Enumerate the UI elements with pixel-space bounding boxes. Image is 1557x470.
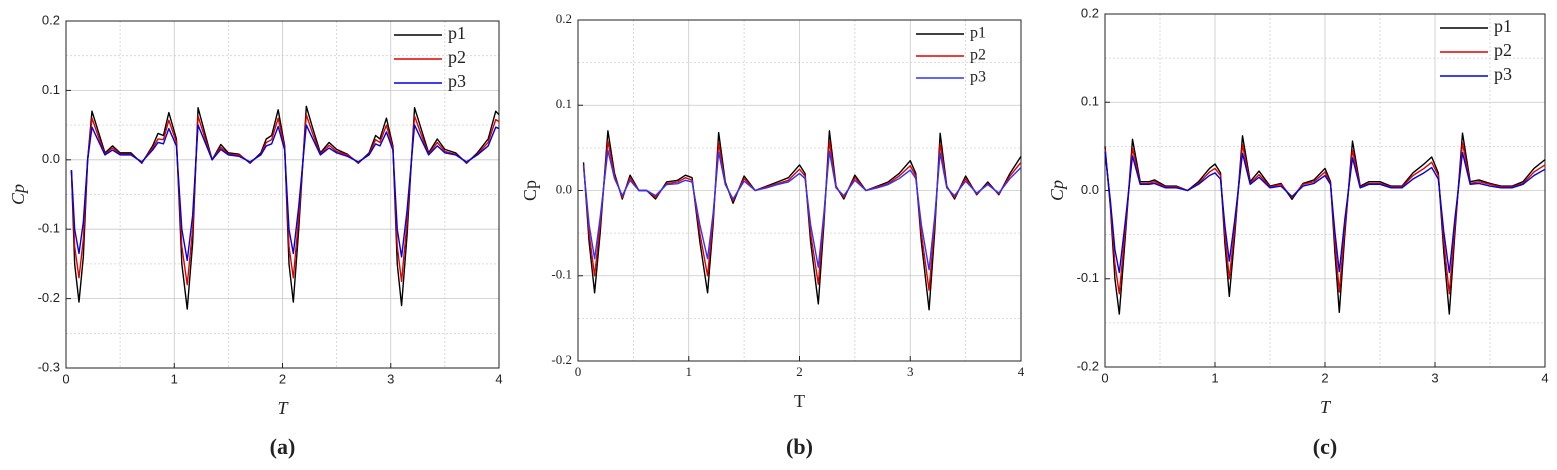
x-tick-label: 3 (387, 371, 394, 386)
chart-panel: 0 1 2 3 4 -0.2 -0.1 0.0 0.1 0.2 p1 p2 p3 T Cp (c) (1047, 5, 1548, 459)
data-line (582, 149, 1022, 271)
y-tick-label: -0.2 (551, 352, 572, 367)
x-tick-label: 0 (62, 371, 69, 386)
x-tick-label: 2 (279, 371, 286, 386)
y-tick-label: 0.2 (556, 11, 572, 26)
x-tick-label: 3 (1431, 370, 1438, 385)
caption: (a) (270, 434, 296, 459)
chart-panel: 0 1 2 3 4 -0.3 -0.2 -0.1 0.0 0.1 0.2 p1 p2 p3 T Cp (a) (8, 12, 502, 459)
x-tick-label: 3 (907, 364, 914, 379)
y-tick-label: 0.0 (42, 151, 60, 166)
y-tick-label: -0.3 (38, 359, 60, 374)
plot-frame (1104, 13, 1546, 368)
plot-frame (65, 20, 500, 369)
x-tick-label: 0 (575, 364, 582, 379)
y-tick-label: 0.0 (556, 181, 572, 196)
y-tick-label: 0.1 (42, 82, 60, 97)
x-tick-label: 4 (1018, 364, 1025, 379)
y-axis-title: Cp (8, 184, 28, 205)
legend-label: p3 (970, 69, 986, 86)
data-line (1104, 151, 1546, 274)
x-tick-label: 4 (495, 371, 502, 386)
y-tick-label: 0.2 (1081, 5, 1099, 20)
legend-label: p1 (448, 23, 466, 43)
x-tick-label: 4 (1541, 370, 1548, 385)
legend-label: p2 (448, 47, 466, 67)
y-tick-label: -0.2 (38, 290, 60, 305)
x-axis-title: T (277, 398, 289, 418)
data-line (582, 130, 1022, 311)
legend-label: p1 (970, 25, 986, 42)
data-line (70, 105, 500, 310)
legend-label: p1 (1494, 16, 1512, 36)
y-tick-label: -0.1 (38, 221, 60, 236)
legend-label: p2 (970, 47, 986, 64)
x-tick-label: 1 (1211, 370, 1218, 385)
y-axis-title: Cp (1047, 180, 1067, 201)
data-line (582, 140, 1022, 291)
y-tick-label: -0.2 (1077, 358, 1099, 373)
y-tick-label: 0.0 (1081, 182, 1099, 197)
x-tick-label: 1 (686, 364, 693, 379)
x-axis-title: T (794, 391, 805, 411)
chart-panel: 0 1 2 3 4 -0.2 -0.1 0.0 0.1 0.2 p1 p2 p3 T Cp (b) (520, 11, 1025, 459)
y-tick-label: 0.2 (42, 12, 60, 27)
x-tick-label: 0 (1101, 370, 1108, 385)
data-line (70, 124, 500, 262)
legend-label: p3 (1494, 64, 1512, 84)
y-tick-label: -0.1 (551, 267, 572, 282)
x-tick-label: 2 (796, 364, 803, 379)
y-tick-label: -0.1 (1077, 270, 1099, 285)
x-axis-title: T (1320, 397, 1332, 417)
plot-frame (577, 19, 1022, 362)
y-tick-label: 0.1 (1081, 94, 1099, 109)
caption: (c) (1313, 434, 1337, 459)
y-axis-title: Cp (520, 180, 540, 201)
x-tick-label: 1 (171, 371, 178, 386)
x-tick-label: 2 (1321, 370, 1328, 385)
y-tick-label: 0.1 (556, 96, 572, 111)
data-line (70, 113, 500, 286)
caption: (b) (786, 434, 813, 459)
legend-label: p3 (448, 71, 466, 91)
legend-label: p2 (1494, 40, 1512, 60)
